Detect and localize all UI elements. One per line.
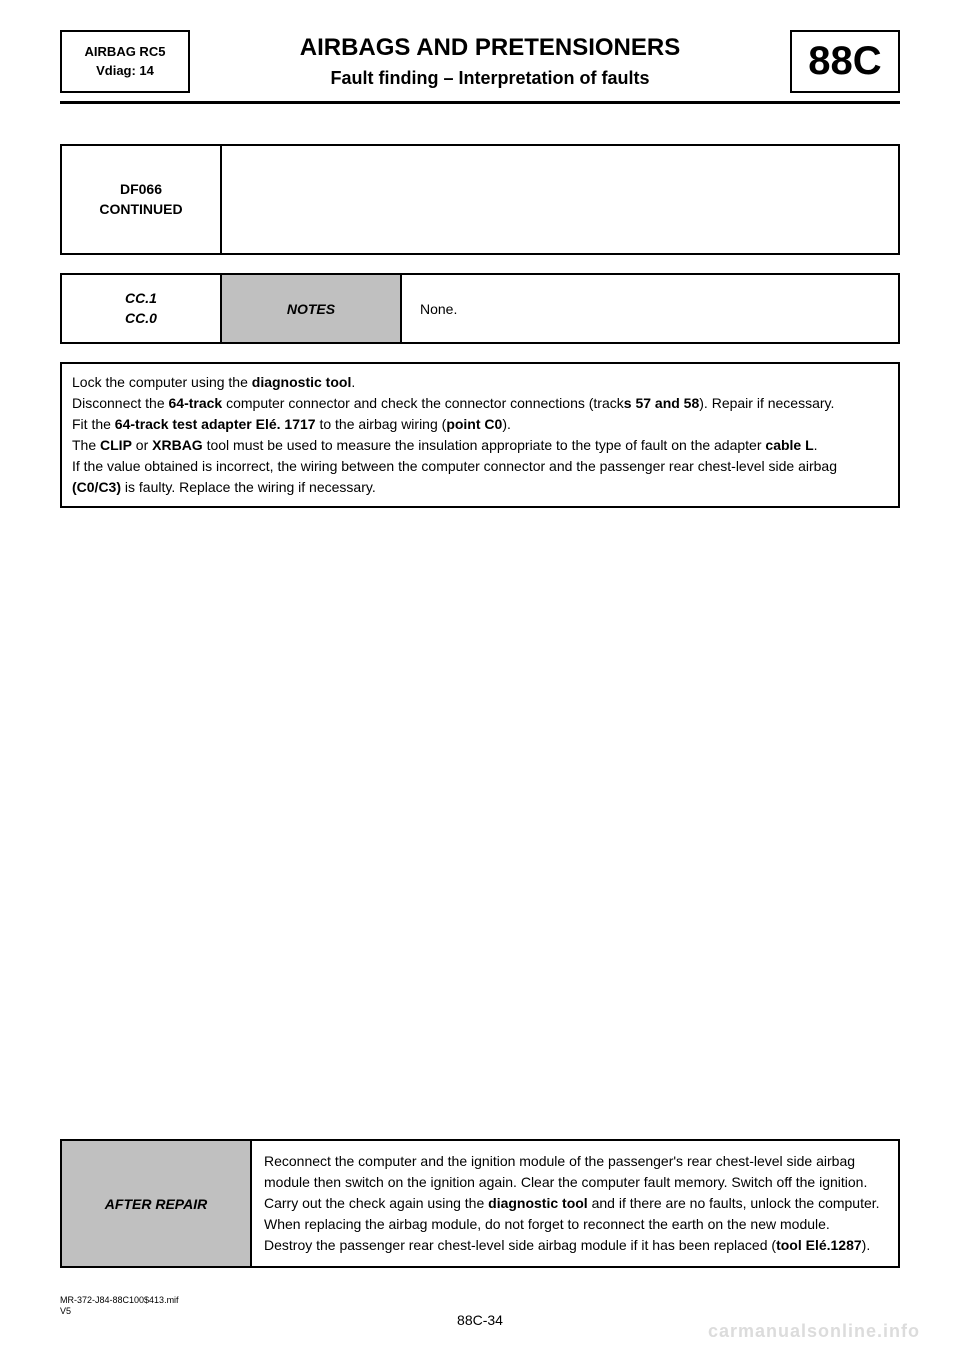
after-repair-p3: Destroy the passenger rear chest-level s…: [264, 1235, 886, 1256]
instruction-line-2: Disconnect the 64-track computer connect…: [72, 393, 888, 414]
notes-label: NOTES: [287, 301, 335, 317]
after-repair-content: Reconnect the computer and the ignition …: [252, 1141, 898, 1266]
notes-value-cell: None.: [402, 275, 898, 342]
notes-value: None.: [420, 301, 457, 317]
header-model: AIRBAG RC5: [68, 43, 182, 61]
fault-empty-cell: [222, 146, 898, 253]
page-subtitle: Fault finding – Interpretation of faults: [200, 68, 780, 89]
instruction-line-5: If the value obtained is incorrect, the …: [72, 456, 888, 498]
notes-code-cell: CC.1 CC.0: [62, 275, 222, 342]
instruction-line-3: Fit the 64-track test adapter Elé. 1717 …: [72, 414, 888, 435]
watermark: carmanualsonline.info: [708, 1321, 920, 1342]
header-vdiag: Vdiag: 14: [68, 62, 182, 80]
after-repair-box: AFTER REPAIR Reconnect the computer and …: [60, 1139, 900, 1268]
instruction-box: Lock the computer using the diagnostic t…: [60, 362, 900, 508]
notes-code-line2: CC.0: [72, 309, 210, 329]
instruction-line-1: Lock the computer using the diagnostic t…: [72, 372, 888, 393]
instruction-line-4: The CLIP or XRBAG tool must be used to m…: [72, 435, 888, 456]
fault-code-cell: DF066 CONTINUED: [62, 146, 222, 253]
section-code-box: 88C: [790, 30, 900, 93]
notes-row: CC.1 CC.0 NOTES None.: [60, 273, 900, 344]
page-title: AIRBAGS AND PRETENSIONERS: [200, 34, 780, 62]
after-repair-p2: Carry out the check again using the diag…: [264, 1193, 886, 1235]
doc-ref: MR-372-J84-88C100$413.mif: [60, 1295, 179, 1307]
fault-continued: CONTINUED: [72, 200, 210, 220]
header-model-box: AIRBAG RC5 Vdiag: 14: [60, 30, 190, 93]
section-code: 88C: [808, 39, 881, 84]
after-repair-label: AFTER REPAIR: [105, 1196, 207, 1212]
after-repair-label-cell: AFTER REPAIR: [62, 1141, 252, 1266]
fault-continued-box: DF066 CONTINUED: [60, 144, 900, 255]
notes-label-cell: NOTES: [222, 275, 402, 342]
notes-code-line1: CC.1: [72, 289, 210, 309]
page-header: AIRBAG RC5 Vdiag: 14 AIRBAGS AND PRETENS…: [60, 30, 900, 104]
after-repair-p1: Reconnect the computer and the ignition …: [264, 1151, 886, 1193]
fault-code: DF066: [72, 180, 210, 200]
header-center: AIRBAGS AND PRETENSIONERS Fault finding …: [190, 30, 790, 93]
